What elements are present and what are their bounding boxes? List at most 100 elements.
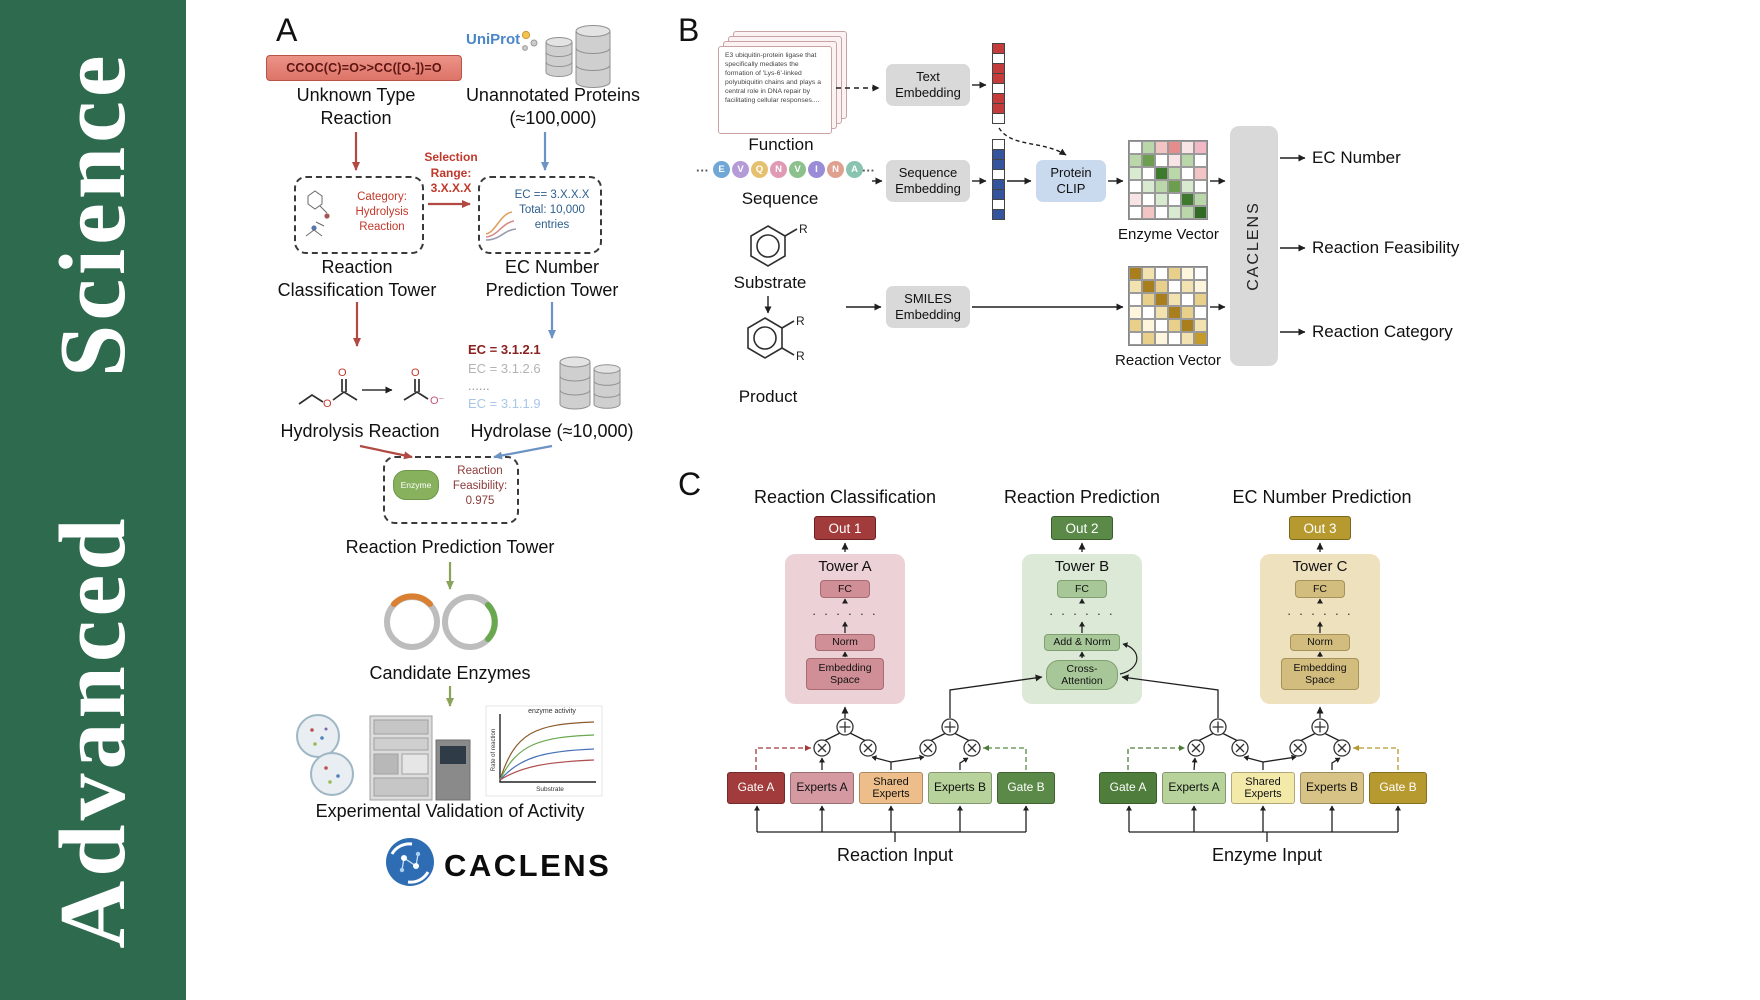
acetate-oxyanion-label: O⁻ (430, 395, 445, 407)
caclens-model-label: CACLENS (1245, 201, 1262, 291)
product-label: Product (738, 387, 798, 406)
journal-banner: Advanced Science (0, 0, 186, 1000)
tower-a-fc: FC (820, 580, 870, 598)
substrate-label: Substrate (733, 273, 807, 292)
column-title-reaction-prediction: Reaction Prediction (1003, 487, 1161, 507)
selection-range-text: Selection Range: 3.X.X.X (419, 150, 483, 197)
output-reaction-category: Reaction Category (1312, 322, 1453, 341)
ec-list-item: ...... (468, 378, 490, 393)
column-title-reaction-classification: Reaction Classification (753, 487, 937, 507)
function-label: Function (748, 135, 814, 154)
petri-dish-icons (296, 714, 354, 796)
selection-line2: Range: (430, 165, 472, 180)
enzyme-experts-b: Experts B (1300, 772, 1364, 804)
feasibility-line1: Reaction (457, 465, 503, 477)
prediction-tower-label: Reaction Prediction Tower (345, 537, 555, 557)
out1-box: Out 1 (814, 516, 876, 540)
feasibility-line3: 0.975 (465, 494, 495, 507)
caclens-logo-icon (386, 838, 434, 886)
uniprot-dots-icon (521, 30, 538, 51)
carbonyl-oxygen-label: O (338, 367, 347, 379)
category-line2: Hydrolysis (355, 205, 409, 218)
tower-c-embedding-space: Embedding Space (1281, 658, 1359, 690)
panel-a-label: A (276, 12, 298, 48)
output-ec-number: EC Number (1312, 148, 1401, 167)
ec-list-item: EC = 3.1.2.6 (468, 361, 541, 376)
tower-a-embedding-space: Embedding Space (806, 658, 884, 690)
hplc-instrument-icon (369, 715, 471, 801)
category-text: Category: Hydrolysis Reaction (343, 190, 421, 235)
ec-list-item: EC = 3.1.1.9 (468, 396, 541, 411)
caclens-wordmark: CACLENS (444, 848, 612, 883)
sequence-ellipsis-left: ··· (696, 163, 709, 178)
plot-title: enzyme activity (528, 708, 576, 715)
caclens-model-box: CACLENS (1230, 126, 1278, 366)
smiles-embedding-box: SMILES Embedding (886, 286, 970, 328)
column-title-ec-number-prediction: EC Number Prediction (1232, 487, 1412, 507)
sum-product-symbols (813, 718, 1351, 757)
feasibility-dashed-box (383, 456, 519, 524)
ec-filter-line3: entries (534, 218, 570, 231)
enzyme-gate-a: Gate A (1099, 772, 1157, 804)
database-stack-icon (545, 25, 611, 88)
ec-filter-dashed-box (478, 176, 602, 254)
tower-c-fc: FC (1295, 580, 1345, 598)
acetate-oxygen-label: O (411, 367, 420, 379)
reaction-experts-b: Experts B (928, 772, 992, 804)
sequence-embedding-box: Sequence Embedding (886, 160, 970, 202)
category-line3: Reaction (359, 220, 405, 233)
enzyme-shared-experts: Shared Experts (1231, 772, 1295, 804)
enzyme-experts-a: Experts A (1162, 772, 1226, 804)
tower-b-cross-attention: Cross-Attention (1046, 660, 1118, 690)
tower-c-norm: Norm (1290, 634, 1350, 651)
product-r1-label: R (796, 314, 805, 328)
text-embedding-box: Text Embedding (886, 64, 970, 106)
enzyme-gate-b: Gate B (1369, 772, 1427, 804)
uniprot-logo: UniProt (466, 31, 521, 48)
tower-b-add-norm: Add & Norm (1044, 634, 1120, 651)
unknown-reaction-label: Unknown Type Reaction (296, 85, 416, 128)
product-r2-label: R (796, 349, 805, 363)
validation-label: Experimental Validation of Activity (315, 801, 585, 821)
substrate-r-label: R (799, 222, 808, 236)
tower-c-title: Tower C (1292, 558, 1348, 575)
acetate-molecule-icon (403, 379, 429, 401)
ec-filter-text: EC == 3.X.X.X Total: 10,000 entries (506, 188, 598, 233)
out2-box: Out 2 (1051, 516, 1113, 540)
gate-weight-arrows (755, 745, 1399, 770)
product-benzene-icon (747, 317, 795, 359)
tower-a-norm: Norm (815, 634, 875, 651)
enzyme-input-label: Enzyme Input (1211, 845, 1323, 865)
sequence-embedding-vector (992, 139, 1005, 220)
category-dashed-box (294, 176, 424, 254)
classification-tower-label: Reaction Classification Tower (277, 257, 437, 300)
panel-c-label: C (678, 466, 702, 502)
smiles-reaction-box: CCOC(C)=O>>CC([O-])=O (266, 55, 462, 81)
hydrolase-label: Hydrolase (≈10,000) (470, 421, 634, 441)
panel-b-label: B (678, 12, 700, 48)
tower-b-dots: · · · · · · (1048, 606, 1116, 621)
reaction-gate-a: Gate A (727, 772, 785, 804)
tower-b-title: Tower B (1054, 558, 1110, 575)
reaction-input-label: Reaction Input (836, 845, 954, 865)
substrate-benzene-icon (750, 225, 798, 267)
enzyme-icon: Enzyme (393, 470, 439, 500)
function-card: E3 ubiquitin-protein ligase that specifi… (718, 46, 832, 134)
tower-a-dots: · · · · · · (811, 606, 879, 621)
ester-molecule-icon (298, 379, 358, 405)
tower-b-fc: FC (1057, 580, 1107, 598)
tower-c-dots: · · · · · · (1286, 606, 1354, 621)
output-reaction-feasibility: Reaction Feasibility (1312, 238, 1460, 257)
text-embedding-vector (992, 43, 1005, 124)
protein-clip-box: Protein CLIP (1036, 160, 1106, 202)
out3-box: Out 3 (1289, 516, 1351, 540)
reaction-vector-label: Reaction Vector (1115, 352, 1221, 369)
category-line1: Category: (357, 191, 407, 203)
ec-filter-line1: EC == 3.X.X.X (514, 189, 590, 201)
activity-plot: enzyme activity Rate of reaction Substra… (485, 705, 603, 797)
unannotated-proteins-label: Unannotated Proteins (≈100,000) (465, 85, 641, 128)
candidate-enzymes-label: Candidate Enzymes (369, 663, 531, 683)
panel-b-arrows (764, 81, 1306, 336)
